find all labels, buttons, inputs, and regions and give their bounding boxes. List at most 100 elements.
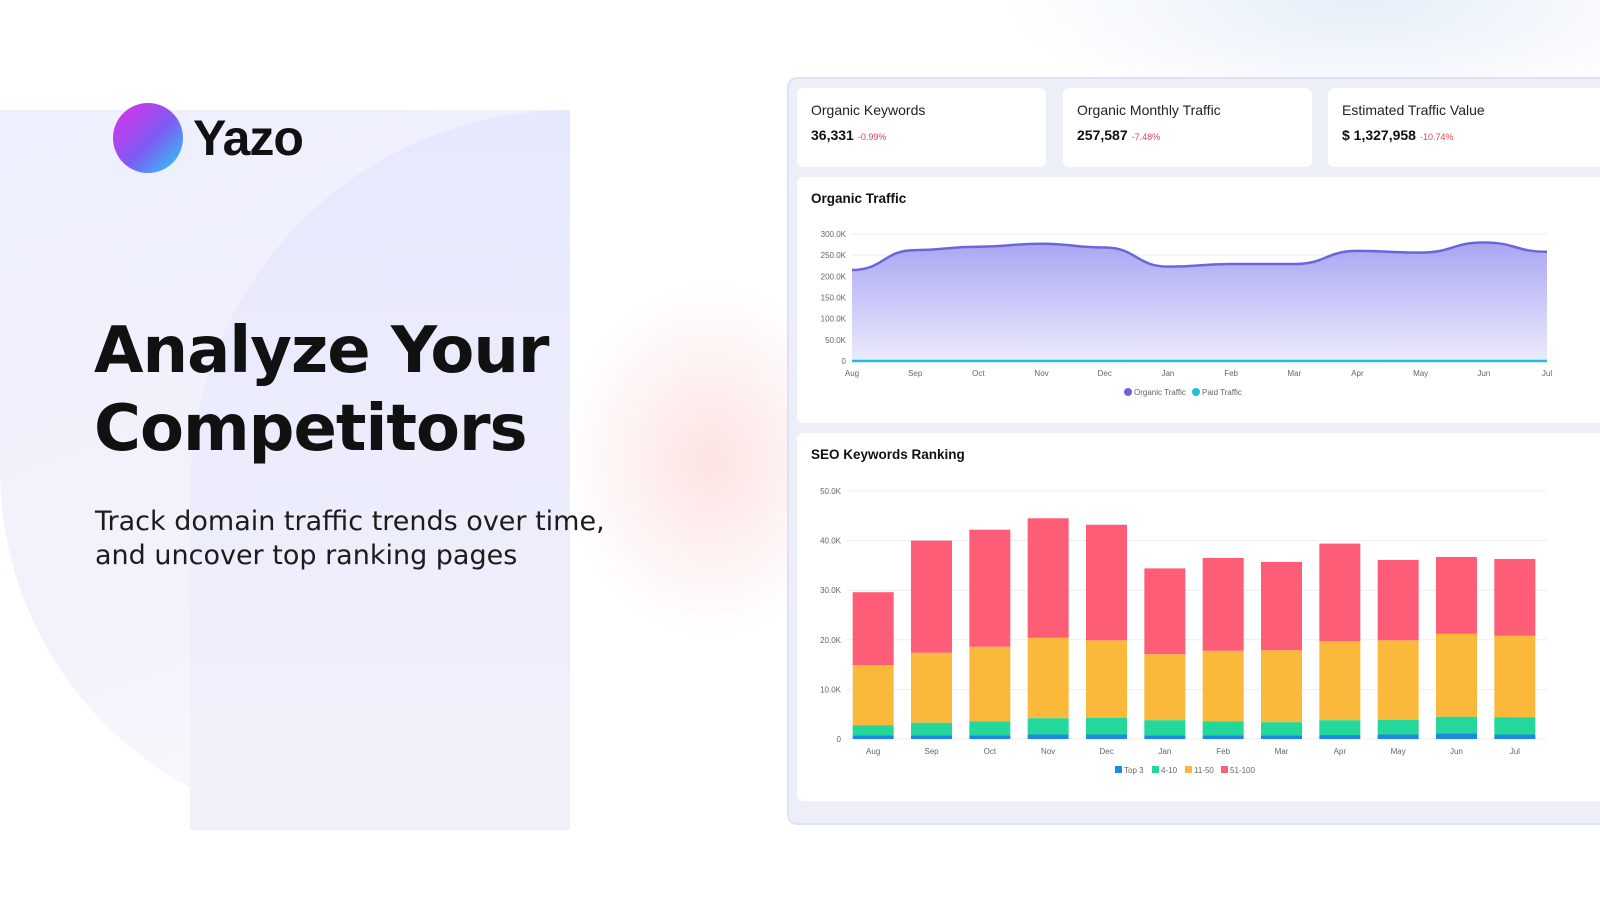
bar-segment-51-100 bbox=[852, 592, 894, 666]
x-tick-label: Aug bbox=[866, 747, 880, 756]
bar-segment-51-100 bbox=[1436, 556, 1477, 634]
bar-segment-51-100 bbox=[1144, 568, 1186, 655]
hero-title-line: Analyze Your bbox=[94, 314, 549, 388]
kpi-card-organic-traffic: Organic Monthly Traffic 257,587 -7.48% bbox=[1063, 88, 1312, 167]
y-tick-label: 0 bbox=[837, 735, 842, 744]
x-tick-label: May bbox=[1413, 369, 1428, 378]
kpi-number: 257,587 bbox=[1077, 127, 1128, 143]
y-tick-label: 150.0K bbox=[821, 294, 847, 303]
y-tick-label: 300.0K bbox=[821, 230, 847, 239]
legend-organic-label: Organic Traffic bbox=[1134, 388, 1186, 397]
kpi-label: Organic Monthly Traffic bbox=[1077, 102, 1221, 118]
x-tick-label: Nov bbox=[1034, 369, 1048, 378]
kpi-label: Organic Keywords bbox=[811, 102, 926, 118]
x-tick-label: May bbox=[1391, 747, 1406, 756]
x-tick-label: Jun bbox=[1477, 369, 1490, 378]
bar-segment-top-3 bbox=[1261, 735, 1302, 739]
bar-segment-top-3 bbox=[1086, 734, 1127, 739]
seo-keywords-chart: 0 10.0K 20.0K 30.0K 40.0K 50.0K Aug Sep Oct Nov De… bbox=[820, 487, 1547, 775]
bar-segment-11-50 bbox=[1436, 633, 1477, 717]
bar-segment-top-3 bbox=[969, 735, 1011, 739]
legend-paid-marker bbox=[1192, 388, 1200, 396]
kpi-number: $ 1,327,958 bbox=[1342, 127, 1416, 143]
bar-segment-top-3 bbox=[1377, 734, 1419, 739]
legend-marker-4-10 bbox=[1152, 766, 1159, 773]
legend-label-top-3: Top 3 bbox=[1124, 766, 1144, 775]
y-tick-label: 30.0K bbox=[820, 586, 842, 595]
hero-subtitle: Track domain traffic trends over time, a… bbox=[95, 506, 605, 571]
bar-segment-4-10 bbox=[1144, 720, 1186, 736]
bar-segment-4-10 bbox=[1086, 717, 1127, 735]
kpi-change: -0.99% bbox=[857, 132, 887, 142]
organic-traffic-line bbox=[851, 241, 1548, 272]
bar-segment-51-100 bbox=[1086, 524, 1127, 641]
bar-segment-11-50 bbox=[1144, 654, 1186, 721]
y-tick-label: 10.0K bbox=[820, 685, 842, 694]
kpi-value: 36,331 -0.99% bbox=[811, 127, 886, 143]
kpi-value: $ 1,327,958 -10.74% bbox=[1342, 127, 1454, 143]
bar-segment-51-100 bbox=[1319, 543, 1361, 642]
x-tick-label: Oct bbox=[984, 747, 997, 756]
bar-segment-51-100 bbox=[1377, 559, 1419, 641]
bar-segment-4-10 bbox=[1202, 721, 1244, 736]
kpi-change: -7.48% bbox=[1131, 132, 1161, 142]
bar-segment-top-3 bbox=[1494, 734, 1536, 739]
organic-traffic-chart: 0 50.0K 100.0K 150.0K 200.0K 250.0K 300.0K Aug S… bbox=[821, 230, 1553, 397]
legend-marker-top-3 bbox=[1115, 766, 1122, 773]
x-tick-label: Sep bbox=[908, 369, 923, 378]
y-tick-label: 0 bbox=[842, 357, 847, 366]
kpi-change: -10.74% bbox=[1419, 132, 1454, 142]
x-tick-label: Mar bbox=[1287, 369, 1301, 378]
bar-segment-4-10 bbox=[1436, 716, 1477, 734]
bar-segment-top-3 bbox=[1027, 734, 1069, 739]
bar-segment-top-3 bbox=[852, 735, 894, 739]
organic-traffic-area bbox=[852, 242, 1547, 361]
kpi-card-traffic-value: Estimated Traffic Value $ 1,327,958 -10.7… bbox=[1328, 88, 1600, 167]
x-tick-label: Oct bbox=[972, 369, 985, 378]
y-tick-label: 250.0K bbox=[821, 251, 847, 260]
hero-title-line: Competitors bbox=[94, 392, 528, 466]
bar-segment-top-3 bbox=[1319, 735, 1361, 739]
bar-segment-11-50 bbox=[852, 665, 894, 726]
x-tick-label: Jan bbox=[1161, 369, 1174, 378]
legend-marker-11-50 bbox=[1185, 766, 1192, 773]
bar-segment-top-3 bbox=[1202, 735, 1244, 739]
x-tick-label: Jul bbox=[1542, 369, 1552, 378]
organic-traffic-card: Organic Traffic 0 50.0K 100.0K 150.0K 200.0K… bbox=[797, 177, 1600, 423]
bar-segment-51-100 bbox=[969, 529, 1011, 647]
kpi-label: Estimated Traffic Value bbox=[1342, 102, 1485, 118]
chart-title: Organic Traffic bbox=[811, 191, 907, 206]
brand-logo: Yazo bbox=[113, 103, 304, 173]
y-tick-label: 200.0K bbox=[821, 272, 847, 281]
legend-label-51-100: 51-100 bbox=[1230, 766, 1255, 775]
bar-segment-11-50 bbox=[969, 646, 1011, 722]
legend-marker-51-100 bbox=[1221, 766, 1228, 773]
bar-segment-51-100 bbox=[911, 540, 952, 653]
bar-segment-11-50 bbox=[1086, 640, 1127, 718]
seo-keywords-card: SEO Keywords Ranking 0 10.0K 20.0K 30.0K 40.… bbox=[797, 433, 1600, 801]
y-tick-label: 50.0K bbox=[820, 487, 842, 496]
bar-segment-4-10 bbox=[969, 721, 1011, 736]
y-tick-label: 50.0K bbox=[825, 336, 847, 345]
bar-segment-11-50 bbox=[1319, 641, 1361, 721]
x-tick-label: Apr bbox=[1351, 369, 1364, 378]
x-tick-label: Apr bbox=[1334, 747, 1347, 756]
x-tick-label: Jul bbox=[1510, 747, 1520, 756]
x-tick-label: Sep bbox=[924, 747, 939, 756]
x-tick-label: Jan bbox=[1158, 747, 1171, 756]
legend-label-4-10: 4-10 bbox=[1161, 766, 1178, 775]
bar-segment-11-50 bbox=[1377, 640, 1419, 720]
bar-segment-11-50 bbox=[1202, 650, 1244, 722]
legend-organic-marker bbox=[1124, 388, 1132, 396]
bar-segment-top-3 bbox=[1144, 735, 1186, 739]
y-tick-label: 20.0K bbox=[820, 636, 842, 645]
bar-segment-4-10 bbox=[911, 722, 952, 736]
logo-icon bbox=[113, 103, 183, 173]
bar-segment-11-50 bbox=[1494, 635, 1536, 718]
bar-segment-51-100 bbox=[1494, 558, 1536, 636]
bar-segment-4-10 bbox=[1319, 720, 1361, 736]
kpi-value: 257,587 -7.48% bbox=[1077, 127, 1160, 143]
legend-label-11-50: 11-50 bbox=[1194, 766, 1214, 775]
bar-segment-51-100 bbox=[1027, 518, 1069, 638]
bar-segment-top-3 bbox=[1436, 733, 1477, 739]
